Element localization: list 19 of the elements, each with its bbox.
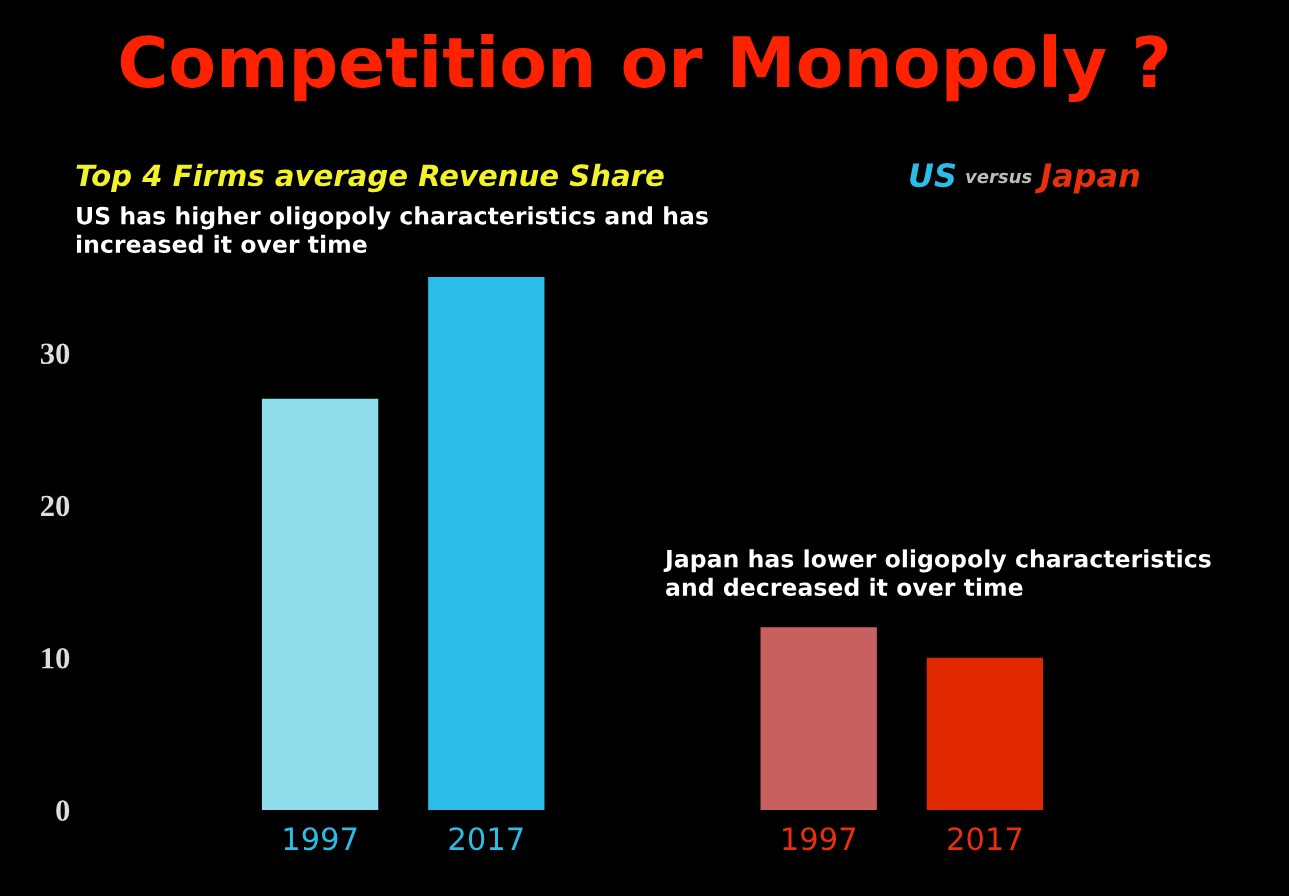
bar — [926, 657, 1044, 810]
y-tick-label: 30 — [40, 343, 70, 365]
text: versus — [966, 172, 1032, 184]
x-tick-label: 2017 — [948, 827, 1022, 851]
text: Japan — [1034, 163, 1139, 194]
y-tick-label: 0 — [56, 800, 70, 821]
text: US has higher oligopoly characteristics and has increased it over time — [76, 206, 708, 254]
bar — [760, 627, 877, 810]
y-tick-label: 20 — [41, 495, 70, 517]
x-tick-label: 1997 — [284, 827, 357, 851]
x-tick-label: 1997 — [783, 827, 855, 851]
bar — [428, 277, 545, 810]
chart-subtitle: Top 4 Firms average Revenue Share — [76, 163, 664, 193]
x-tick-label: 2017 — [449, 827, 523, 851]
bar — [261, 398, 379, 810]
chart-title: Competition or Monopoly ? — [120, 34, 1168, 102]
annotation: Japan has lower oligopoly characteristics and decreased it over time — [663, 549, 1211, 597]
y-tick-label: 10 — [42, 648, 70, 669]
text: US — [910, 163, 956, 188]
